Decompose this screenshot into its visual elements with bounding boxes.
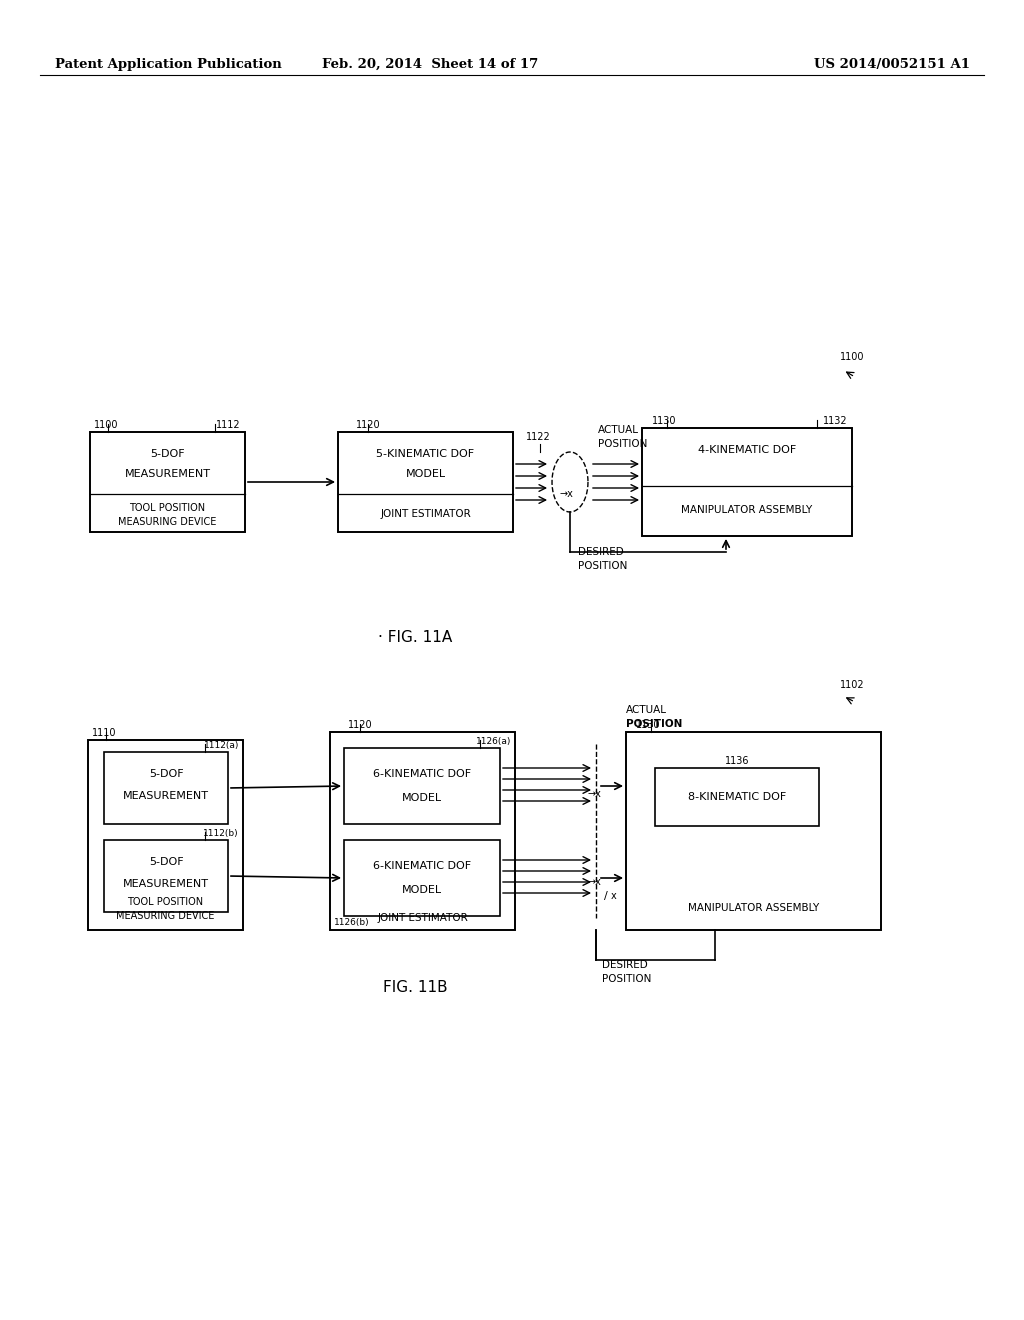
Text: 1112(b): 1112(b) (204, 829, 239, 838)
Bar (104, 840, 228, 912)
Text: 1132: 1132 (823, 416, 848, 426)
Text: US 2014/0052151 A1: US 2014/0052151 A1 (814, 58, 970, 71)
Text: 1130: 1130 (652, 416, 677, 426)
Text: 1102: 1102 (840, 680, 864, 690)
Text: Patent Application Publication: Patent Application Publication (55, 58, 282, 71)
Text: 5-DOF: 5-DOF (148, 770, 183, 779)
Text: MEASURING DEVICE: MEASURING DEVICE (117, 911, 215, 921)
Text: POSITION: POSITION (598, 440, 647, 449)
Bar (90, 432, 245, 532)
Bar (344, 840, 500, 916)
Bar (338, 432, 513, 532)
Text: 1120: 1120 (348, 719, 373, 730)
Text: ACTUAL: ACTUAL (626, 705, 667, 715)
Bar (104, 752, 228, 824)
Text: POSITION: POSITION (602, 974, 651, 983)
Text: JOINT ESTIMATOR: JOINT ESTIMATOR (380, 510, 471, 519)
Text: DESIRED: DESIRED (602, 960, 648, 970)
Text: /: / (604, 891, 608, 902)
Text: MEASUREMENT: MEASUREMENT (125, 469, 211, 479)
Text: 1112(a): 1112(a) (204, 741, 239, 750)
Text: TOOL POSITION: TOOL POSITION (127, 898, 204, 907)
Text: 1100: 1100 (840, 352, 864, 362)
Text: POSITION: POSITION (578, 561, 628, 572)
Text: 5-KINEMATIC DOF: 5-KINEMATIC DOF (377, 449, 474, 459)
Text: MANIPULATOR ASSEMBLY: MANIPULATOR ASSEMBLY (688, 903, 819, 913)
Text: 1110: 1110 (92, 729, 117, 738)
Text: DESIRED: DESIRED (578, 546, 624, 557)
Text: →x: →x (587, 876, 601, 887)
Text: 5-DOF: 5-DOF (151, 449, 184, 459)
Text: MODEL: MODEL (402, 793, 442, 803)
Bar (626, 733, 881, 931)
Text: MODEL: MODEL (402, 884, 442, 895)
Text: 5-DOF: 5-DOF (148, 857, 183, 867)
Text: →x: →x (587, 789, 601, 799)
Text: MEASURING DEVICE: MEASURING DEVICE (119, 517, 217, 527)
Text: 1112: 1112 (216, 420, 241, 430)
Text: MEASUREMENT: MEASUREMENT (123, 879, 209, 888)
Text: MANIPULATOR ASSEMBLY: MANIPULATOR ASSEMBLY (681, 506, 813, 515)
Bar (330, 733, 515, 931)
Text: 1130: 1130 (636, 719, 660, 730)
Text: 1126(a): 1126(a) (475, 737, 511, 746)
Text: 1126(b): 1126(b) (334, 917, 370, 927)
Bar (88, 741, 243, 931)
Text: 1100: 1100 (94, 420, 119, 430)
Text: 1122: 1122 (526, 432, 551, 442)
Text: POSITION: POSITION (626, 719, 682, 729)
Text: Feb. 20, 2014  Sheet 14 of 17: Feb. 20, 2014 Sheet 14 of 17 (322, 58, 539, 71)
Text: 1136: 1136 (725, 756, 750, 766)
Text: →x: →x (559, 488, 573, 499)
Text: 8-KINEMATIC DOF: 8-KINEMATIC DOF (688, 792, 786, 803)
Text: ACTUAL: ACTUAL (598, 425, 639, 436)
Bar (642, 428, 852, 536)
Text: 4-KINEMATIC DOF: 4-KINEMATIC DOF (698, 445, 796, 455)
Text: MEASUREMENT: MEASUREMENT (123, 791, 209, 801)
Text: FIG. 11B: FIG. 11B (383, 979, 447, 995)
Text: TOOL POSITION: TOOL POSITION (129, 503, 206, 513)
Text: 1120: 1120 (356, 420, 381, 430)
Text: · FIG. 11A: · FIG. 11A (378, 630, 453, 645)
Text: JOINT ESTIMATOR: JOINT ESTIMATOR (377, 913, 468, 923)
Text: 6-KINEMATIC DOF: 6-KINEMATIC DOF (373, 861, 471, 871)
Text: MODEL: MODEL (406, 469, 445, 479)
Text: x: x (611, 891, 616, 902)
Bar (655, 768, 819, 826)
Text: 6-KINEMATIC DOF: 6-KINEMATIC DOF (373, 770, 471, 779)
Bar (344, 748, 500, 824)
